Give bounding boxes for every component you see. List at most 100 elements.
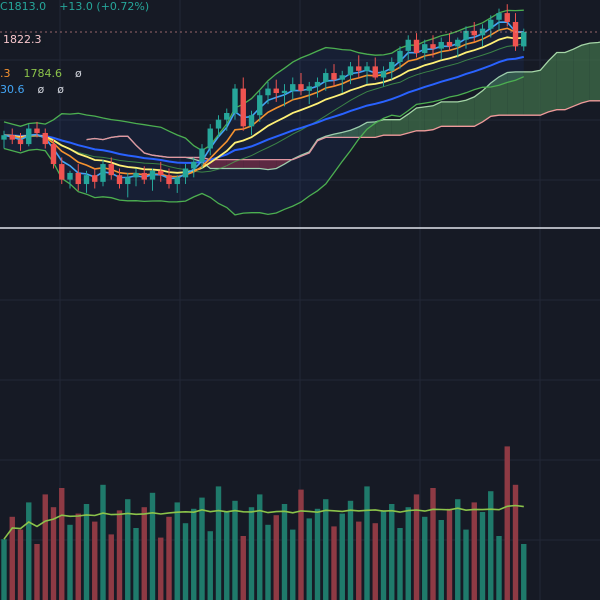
candle-body (389, 61, 395, 71)
candle-body (133, 172, 139, 178)
candle-body (83, 175, 90, 185)
cloud-segment (424, 105, 433, 131)
visibility-icon[interactable]: ø (57, 83, 64, 96)
visibility-icon[interactable]: ø (37, 83, 45, 96)
candle-body (240, 88, 246, 127)
candle-body (17, 139, 24, 145)
candle-body (100, 164, 106, 182)
cloud-segment (235, 159, 244, 169)
candle-body (496, 13, 502, 20)
volume-bar (59, 488, 65, 600)
volume-bar (83, 504, 90, 600)
visibility-icon[interactable]: ø (75, 67, 82, 80)
candle-body (207, 128, 213, 149)
volume-bar (273, 515, 279, 600)
candle-body (141, 172, 147, 180)
cloud-segment (449, 101, 458, 127)
cloud-segment (589, 42, 598, 101)
volume-bar (240, 536, 246, 600)
cloud-segment (375, 119, 384, 138)
candle-body (463, 30, 469, 40)
candle-body (257, 95, 263, 116)
volume-bar (1, 539, 7, 600)
volume-bar (479, 512, 486, 600)
candlestick-series (1, 4, 527, 198)
candle-body (174, 177, 180, 185)
ma-legend-value-green: 1784.6 (23, 67, 63, 80)
volume-bar (133, 528, 139, 600)
candle-body (331, 73, 337, 80)
volume-bar (356, 521, 362, 600)
volume-bar (314, 508, 321, 600)
ichimoku-cloud (86, 41, 600, 171)
volume-bar (75, 513, 81, 600)
candle-body (191, 161, 197, 169)
candle-body (125, 177, 131, 185)
cloud-segment (391, 119, 400, 136)
candle-body (314, 81, 321, 87)
volume-bar (199, 497, 205, 600)
bollinger-upper (3, 9, 524, 152)
volume-bar (380, 510, 387, 600)
candle-body (413, 39, 420, 54)
candle-body (290, 84, 296, 91)
candle-body (471, 30, 477, 36)
cloud-segment (540, 60, 549, 116)
change-percent: (+0.72%) (96, 0, 150, 13)
candle-body (158, 170, 164, 176)
volume-bar (323, 499, 329, 600)
volume-bar (257, 494, 263, 600)
candle-body (265, 88, 271, 96)
volume-bar (141, 507, 147, 600)
ma-short-line (3, 21, 524, 180)
candle-body (50, 144, 57, 165)
candle-body (479, 28, 486, 36)
candle-body (116, 175, 123, 185)
candle-body (339, 75, 345, 80)
volume-bar (26, 502, 32, 600)
volume-bar (430, 488, 436, 600)
volume-bar (372, 523, 378, 600)
volume-bar (413, 494, 420, 600)
cloud-segment (466, 96, 475, 127)
volume-ma-line (3, 504, 524, 540)
volume-bar (455, 499, 461, 600)
volume-bar (298, 489, 304, 600)
cloud-segment (474, 90, 483, 127)
candle-body (166, 175, 172, 185)
cloud-segment (482, 83, 491, 122)
volume-bar (125, 499, 131, 600)
price-tag: 1822.3 (0, 33, 45, 47)
volume-bar (92, 521, 98, 600)
candle-body (59, 164, 65, 180)
bollinger-fill (4, 10, 524, 215)
cloud-segment (433, 101, 442, 130)
volume-bar (347, 500, 354, 600)
candle-body (504, 13, 510, 22)
volume-bar (331, 526, 337, 600)
ma-legend-value-orange: .3 (0, 67, 11, 80)
volume-bar (488, 491, 494, 600)
volume-bar (446, 508, 453, 600)
volume-bar (174, 502, 180, 600)
candle-body (430, 44, 436, 49)
cloud-segment (548, 52, 557, 112)
volume-bar (224, 512, 230, 600)
ma-legend-value-blue: 30.6 (0, 83, 25, 96)
candle-body (372, 66, 378, 78)
volume-bar (17, 529, 24, 600)
cloud-segment (259, 159, 268, 170)
candle-body (273, 88, 279, 94)
cloud-segment (276, 159, 285, 169)
volume-bar (215, 486, 222, 600)
volume-bar (248, 507, 255, 600)
cloud-segment (565, 49, 574, 110)
cloud-segment (367, 121, 376, 138)
volume-bar (438, 520, 444, 600)
volume-bar (397, 528, 403, 600)
ma-mid-line (3, 27, 524, 178)
volume-bar (281, 504, 288, 600)
candle-body (199, 148, 205, 162)
cloud-segment (581, 43, 590, 104)
